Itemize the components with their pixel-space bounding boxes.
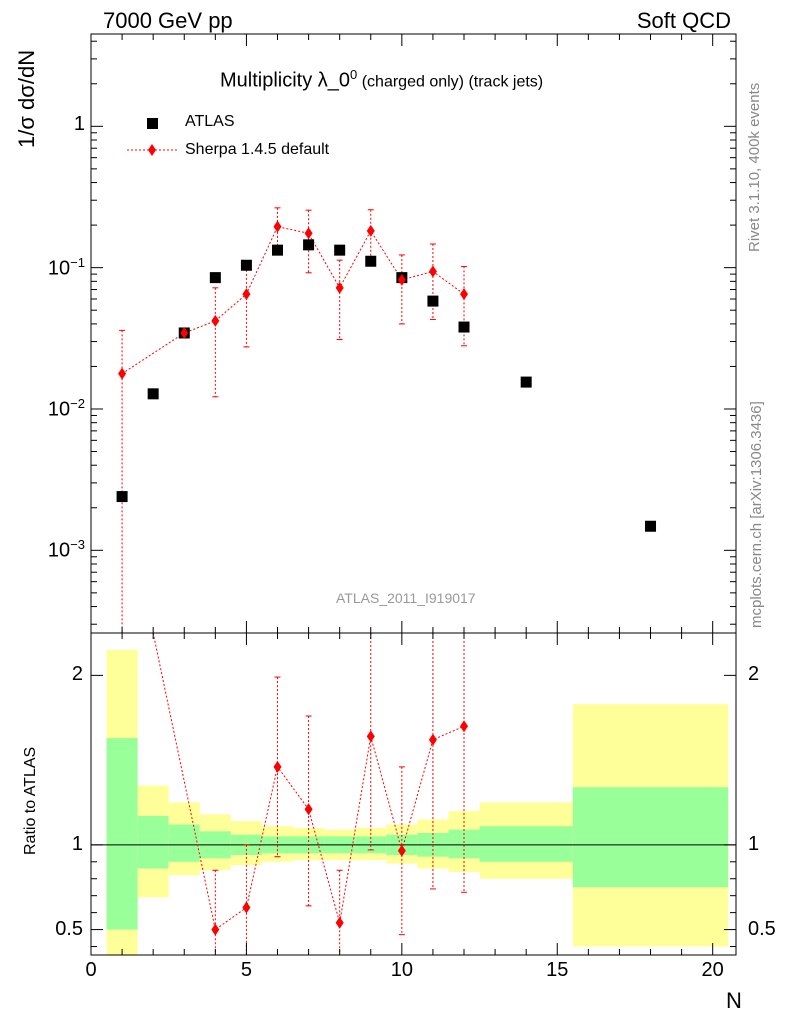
ratio-point [366, 730, 375, 743]
ratio-point [397, 844, 406, 857]
chart-title-sup: 0 [350, 67, 358, 82]
y-tick-exponent: −1 [70, 254, 85, 270]
ratio-point [242, 901, 251, 914]
sherpa-point [460, 288, 469, 301]
atlas-point [645, 520, 657, 532]
atlas-point [334, 244, 346, 256]
legend-atlas-marker [147, 118, 158, 129]
legend-atlas-label: ATLAS [185, 113, 235, 130]
sherpa-point [335, 281, 344, 294]
atlas-point [365, 255, 377, 267]
x-tick-label: 0 [85, 959, 97, 981]
y-tick-label: 1 [74, 113, 85, 136]
sherpa-point [242, 288, 251, 301]
ratio-tick-label-left: 2 [71, 663, 83, 686]
chart-title-sub: (charged only) (track jets) [357, 73, 544, 91]
x-axis-title: N [726, 988, 742, 1013]
ratio-point [460, 720, 469, 733]
sherpa-point [304, 227, 313, 240]
ratio-tick-label-right: 1 [748, 832, 760, 855]
atlas-point [116, 491, 128, 503]
ratio-point [304, 803, 313, 816]
ratio-point [273, 760, 282, 773]
y-tick-label: 10−3 [48, 537, 85, 563]
ratio-tick-label-left: 1 [71, 832, 83, 855]
y-tick-label: 10−2 [48, 396, 85, 422]
header-process: Soft QCD [636, 8, 731, 33]
ratio-tick-label-left: 0.5 [55, 917, 83, 940]
ratio-sherpa-line [152, 632, 465, 931]
x-tick-label: 10 [390, 959, 413, 981]
ratio-point [428, 733, 437, 746]
y-tick-exponent: −3 [70, 537, 85, 553]
atlas-point [240, 259, 252, 271]
atlas-point [272, 244, 284, 256]
atlas-point [147, 388, 159, 400]
sherpa-point [211, 314, 220, 327]
ratio-band-green [479, 826, 573, 862]
ratio-band-green [168, 824, 200, 862]
y-tick-base: 10 [47, 539, 71, 562]
atlas-point [520, 376, 532, 388]
axes [90, 33, 737, 956]
ratio-bands [91, 649, 736, 955]
atlas-point [209, 272, 221, 284]
y-tick-label: 10−1 [48, 255, 85, 281]
legend-markers [127, 118, 177, 156]
ratio-tick-label-right: 0.5 [748, 917, 776, 940]
ratio-band-green [572, 787, 729, 888]
ratio-tick-label-right: 2 [748, 663, 760, 686]
chart-title-main: Multiplicity λ_0 [220, 69, 351, 92]
sherpa-point [366, 224, 375, 237]
analysis-tag: ATLAS_2011_I919017 [336, 590, 476, 606]
atlas-point [458, 321, 470, 333]
y-tick-base: 10 [47, 398, 71, 421]
ratio-band-green [137, 816, 169, 869]
header-energy: 7000 GeV pp [103, 8, 233, 33]
sherpa-point [428, 265, 437, 278]
legend-sherpa-marker [148, 144, 156, 156]
ratio-frame [90, 632, 737, 956]
y-tick-base: 10 [47, 257, 71, 280]
x-tick-label: 5 [240, 959, 252, 981]
chart-title: Multiplicity λ_00 (charged only) (track … [220, 67, 543, 93]
sherpa-point [273, 220, 282, 233]
atlas-point [303, 239, 315, 251]
sherpa-point [180, 326, 189, 339]
ratio-point [211, 923, 220, 936]
y-tick-exponent: −2 [70, 395, 85, 411]
ratio-band-green [106, 738, 138, 930]
sherpa-point [397, 273, 406, 286]
chart-marks [116, 207, 657, 955]
ratio-point [335, 916, 344, 929]
legend-sherpa-label: Sherpa 1.4.5 default [185, 141, 330, 158]
y-tick-base: 1 [73, 113, 85, 136]
sherpa-point [118, 367, 127, 380]
atlas-point [427, 295, 439, 307]
x-tick-label: 20 [701, 959, 724, 981]
x-tick-label: 15 [546, 959, 569, 981]
sherpa-line [121, 226, 465, 375]
